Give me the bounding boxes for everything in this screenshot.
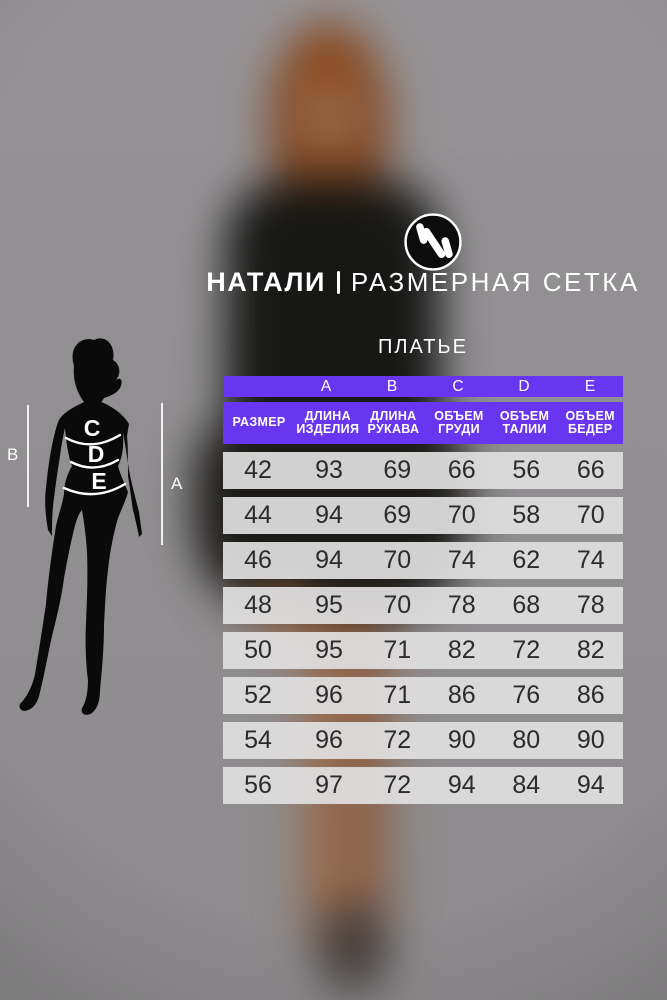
- cell-bust: 82: [447, 636, 476, 664]
- cell-hips: 86: [576, 681, 605, 709]
- cell-size: 42: [244, 456, 272, 484]
- cell-bust: 66: [447, 456, 476, 484]
- measure-label-a: A: [171, 474, 183, 493]
- cell-waist: 72: [512, 636, 541, 664]
- cell-size: 54: [244, 726, 272, 754]
- table-column-header: РАЗМЕР ДЛИНА ИЗДЕЛИЯ ДЛИНА РУКАВА ОБЪЕМ ГРУ…: [223, 402, 623, 444]
- n-monogram-icon: [404, 213, 462, 271]
- measure-line-b: [27, 405, 29, 507]
- band-label-c: C: [84, 415, 101, 441]
- column-letter: A: [320, 377, 332, 395]
- cell-bust: 86: [447, 681, 476, 709]
- cell-bust: 78: [447, 591, 476, 619]
- column-letter: C: [452, 377, 464, 395]
- table-row: 44 94 69 70 58 70: [223, 497, 623, 534]
- cell-sleeve-length: 72: [383, 771, 412, 799]
- cell-garment-length: 96: [315, 681, 343, 709]
- band-label-e: E: [91, 468, 106, 494]
- table-row: 52 96 71 86 76 86: [223, 677, 623, 714]
- band-line-c: [64, 433, 122, 446]
- table-row: 48 95 70 78 68 78: [223, 587, 623, 624]
- cell-waist: 62: [512, 546, 541, 574]
- measurement-silhouette: C D E: [19, 338, 143, 715]
- table-row: 42 93 69 66 56 66: [223, 452, 623, 489]
- column-header: ДЛИНА РУКАВА: [367, 408, 420, 436]
- cell-hips: 90: [576, 726, 605, 754]
- cell-hips: 82: [576, 636, 605, 664]
- cell-size: 56: [244, 771, 272, 799]
- cell-hips: 66: [576, 456, 605, 484]
- cell-garment-length: 94: [315, 501, 343, 529]
- product-title: ПЛАТЬЕ: [378, 336, 468, 358]
- cell-waist: 76: [512, 681, 541, 709]
- cell-garment-length: 96: [315, 726, 343, 754]
- band-line-e: [62, 482, 127, 496]
- table-row: 50 95 71 82 72 82: [223, 632, 623, 669]
- cell-hips: 70: [576, 501, 605, 529]
- table-row: 54 96 72 90 80 90: [223, 722, 623, 759]
- cell-waist: 84: [512, 771, 541, 799]
- header-row: НАТАЛИ РАЗМЕРНАЯ СЕТКА: [203, 265, 643, 299]
- table-letter-header: A B C D E: [223, 376, 623, 397]
- cell-size: 52: [244, 681, 272, 709]
- cell-sleeve-length: 72: [383, 726, 412, 754]
- model-coat-blur: [226, 180, 440, 445]
- band-line-d: [69, 458, 120, 469]
- brand-logo-icon: [402, 211, 464, 273]
- cell-bust: 70: [447, 501, 476, 529]
- column-header: РАЗМЕР: [232, 415, 286, 430]
- cell-bust: 74: [447, 546, 476, 574]
- column-header: ОБЪЕМ ТАЛИИ: [499, 408, 550, 436]
- cell-sleeve-length: 70: [383, 591, 412, 619]
- page-title: РАЗМЕРНАЯ СЕТКА: [350, 266, 640, 297]
- cell-waist: 58: [512, 501, 541, 529]
- column-letter: E: [584, 377, 596, 395]
- cell-hips: 94: [576, 771, 605, 799]
- cell-size: 46: [244, 546, 272, 574]
- cell-bust: 94: [447, 771, 476, 799]
- cell-size: 50: [244, 636, 272, 664]
- cell-hips: 74: [576, 546, 605, 574]
- cell-size: 44: [244, 501, 272, 529]
- divider-bar: [336, 270, 340, 294]
- column-letter: D: [518, 377, 530, 395]
- cell-sleeve-length: 69: [383, 456, 412, 484]
- cell-garment-length: 97: [315, 771, 343, 799]
- measure-line-a: [161, 403, 163, 545]
- cell-waist: 80: [512, 726, 541, 754]
- cell-bust: 90: [447, 726, 476, 754]
- cell-garment-length: 94: [315, 546, 343, 574]
- size-table: A B C D E РАЗМЕР ДЛИНА ИЗДЕЛИЯ ДЛИНА РУКАВА ОБЪ…: [223, 376, 623, 812]
- column-letter: B: [386, 377, 398, 395]
- cell-size: 48: [244, 591, 272, 619]
- band-label-d: D: [88, 441, 105, 467]
- cell-sleeve-length: 70: [383, 546, 412, 574]
- cell-sleeve-length: 69: [383, 501, 412, 529]
- cell-hips: 78: [576, 591, 605, 619]
- column-header: ОБЪЕМ ГРУДИ: [434, 408, 484, 436]
- cell-sleeve-length: 71: [383, 636, 412, 664]
- cell-waist: 68: [512, 591, 541, 619]
- brand-name: НАТАЛИ: [206, 266, 326, 297]
- cell-sleeve-length: 71: [383, 681, 412, 709]
- column-header: ОБЪЕМ БЕДЕР: [565, 408, 615, 436]
- cell-garment-length: 93: [315, 456, 343, 484]
- model-shoe-blur: [318, 903, 388, 991]
- cell-waist: 56: [512, 456, 541, 484]
- column-header: ДЛИНА ИЗДЕЛИЯ: [296, 408, 360, 436]
- model-face-blur: [304, 84, 354, 152]
- cell-garment-length: 95: [315, 636, 343, 664]
- cell-garment-length: 95: [315, 591, 343, 619]
- table-row: 46 94 70 74 62 74: [223, 542, 623, 579]
- measure-label-b: B: [7, 445, 19, 464]
- silhouette-body: [19, 390, 143, 715]
- table-body: 42 93 69 66 56 66 44 94 69 70 58 70: [223, 452, 623, 804]
- silhouette-face: [77, 343, 107, 381]
- table-row: 56 97 72 94 84 94: [223, 767, 623, 804]
